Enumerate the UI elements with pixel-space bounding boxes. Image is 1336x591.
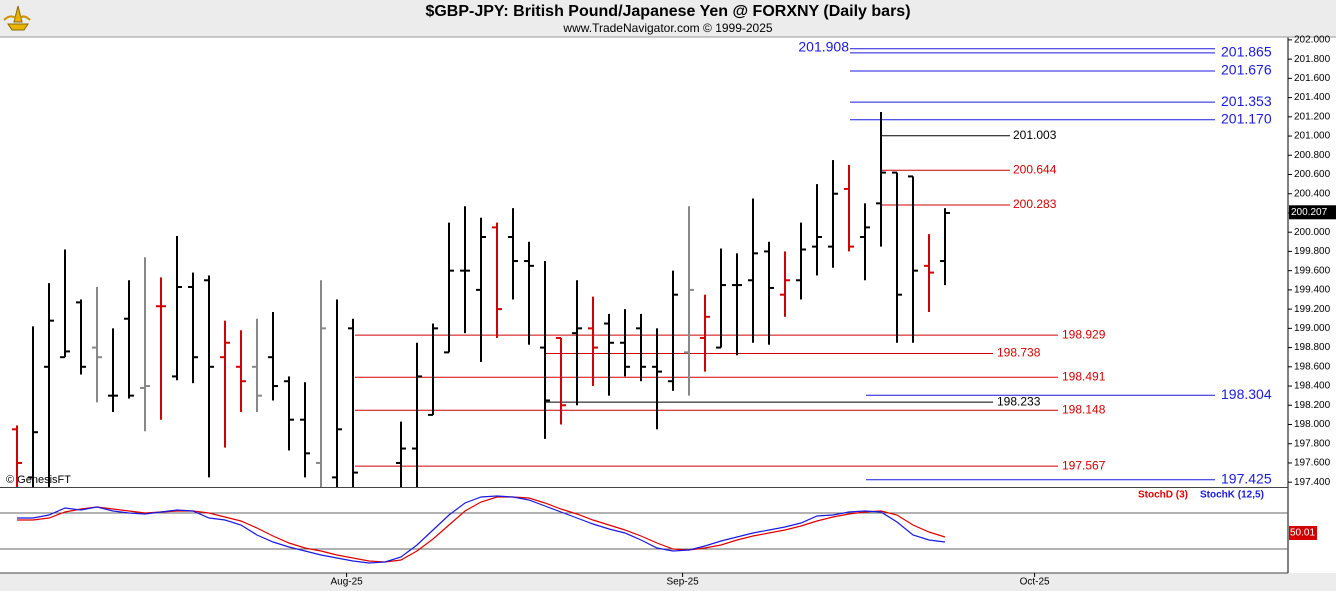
last-price-box [1289, 205, 1336, 220]
level-label: 198.738 [997, 346, 1041, 360]
x-tick-label: Aug-25 [330, 577, 363, 588]
y-tick-label: 197.600 [1294, 458, 1331, 469]
y-tick-label: 201.800 [1294, 54, 1331, 65]
y-tick-label: 200.400 [1294, 188, 1331, 199]
x-tick-label: Sep-25 [666, 577, 699, 588]
header-bg [0, 0, 1336, 37]
x-tick-label: Oct-25 [1020, 577, 1050, 588]
legend-entry: StochK (12,5) [1200, 490, 1264, 501]
y-tick-label: 199.400 [1294, 285, 1331, 296]
level-label: 198.929 [1062, 327, 1106, 341]
y-tick-label: 201.600 [1294, 73, 1331, 84]
level-label: 201.676 [1221, 62, 1272, 78]
logo [3, 5, 31, 31]
y-tick-label: 198.000 [1294, 419, 1331, 430]
level-label: 201.170 [1221, 110, 1272, 126]
level-label: 198.491 [1062, 369, 1106, 383]
level-label: 197.567 [1062, 458, 1106, 472]
stoch-line [17, 496, 946, 563]
y-tick-label: 201.400 [1294, 92, 1331, 103]
y-tick-label: 199.000 [1294, 323, 1331, 334]
y-tick-label: 200.600 [1294, 169, 1331, 180]
chart-subtitle: www.TradeNavigator.com © 1999-2025 [562, 21, 772, 35]
chart-title: $GBP-JPY: British Pound/Japanese Yen @ F… [425, 3, 910, 20]
level-label: 201.003 [1013, 128, 1057, 142]
y-tick-label: 201.000 [1294, 131, 1331, 142]
stoch-line [17, 495, 946, 564]
level-label: 197.425 [1221, 470, 1272, 486]
level-label: 200.283 [1013, 197, 1057, 211]
y-tick-label: 198.600 [1294, 361, 1331, 372]
level-label: 201.353 [1221, 93, 1272, 109]
y-tick-label: 197.800 [1294, 438, 1331, 449]
watermark: © GenesisFT [6, 474, 71, 486]
legend-entry: StochD (3) [1138, 490, 1188, 501]
last-price-label: 200.207 [1291, 207, 1328, 218]
level-label: 201.865 [1221, 44, 1272, 60]
y-tick-label: 198.400 [1294, 381, 1331, 392]
level-label: 198.148 [1062, 402, 1106, 416]
y-tick-label: 197.400 [1294, 477, 1331, 488]
y-tick-label: 199.800 [1294, 246, 1331, 257]
last-value-box [1289, 525, 1317, 540]
level-label: 200.644 [1013, 162, 1057, 176]
plot-bg [0, 37, 1288, 573]
level-label: 198.233 [997, 394, 1041, 408]
y-tick-label: 202.000 [1294, 35, 1331, 46]
y-tick-label: 200.000 [1294, 227, 1331, 238]
last-value-label: 50.01 [1290, 528, 1315, 539]
y-tick-label: 199.200 [1294, 304, 1331, 315]
y-tick-label: 200.800 [1294, 150, 1331, 161]
level-label: 198.304 [1221, 386, 1272, 402]
y-tick-label: 199.600 [1294, 265, 1331, 276]
y-tick-label: 201.200 [1294, 111, 1331, 122]
y-tick-label: 198.800 [1294, 342, 1331, 353]
x-axis-bg [0, 573, 1336, 591]
level-label: 201.908 [798, 38, 849, 54]
y-tick-label: 198.200 [1294, 400, 1331, 411]
